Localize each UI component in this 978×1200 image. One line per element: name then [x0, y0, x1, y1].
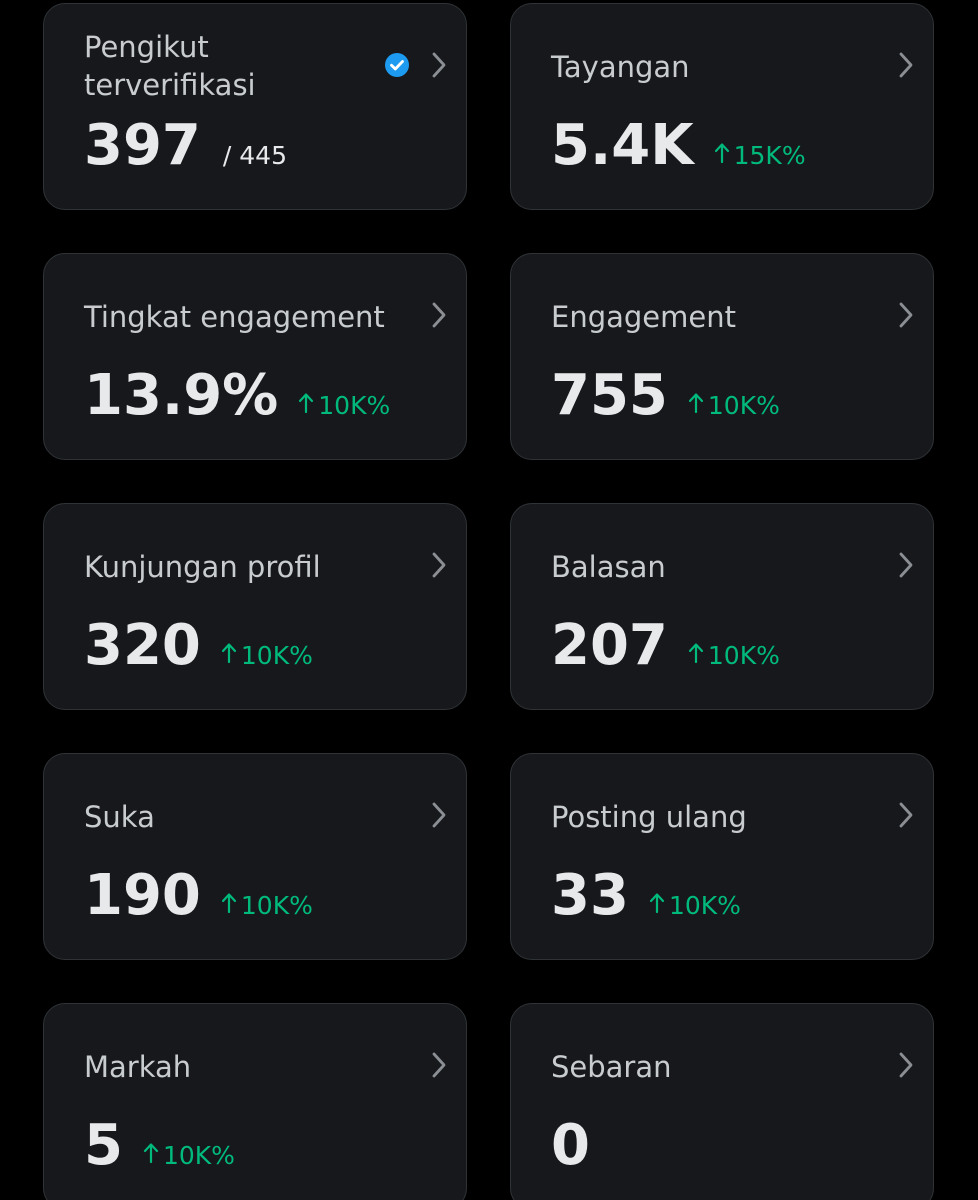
metric-card[interactable]: Markah 5 10K%: [43, 1003, 467, 1200]
up-arrow: [688, 393, 704, 414]
change-text: 10K%: [240, 891, 313, 920]
metric-value: 397: [84, 113, 201, 178]
metric-change: 10K%: [688, 391, 780, 420]
metric-row: 207 10K%: [551, 614, 780, 678]
chevron-right: [432, 52, 446, 78]
metric-change: 15K%: [714, 141, 806, 170]
metric-card[interactable]: Posting ulang 33 10K%: [510, 753, 934, 960]
metric-row: 33 10K%: [551, 864, 741, 928]
up-arrow: [714, 143, 729, 164]
up-arrow: [649, 893, 665, 914]
change-text: 10K%: [318, 391, 391, 420]
up-arrow: [299, 393, 314, 414]
metric-label: Suka: [84, 800, 155, 834]
metric-row: 320 10K%: [84, 614, 313, 678]
up-arrow: [143, 1143, 159, 1164]
metric-change: 10K%: [688, 641, 780, 670]
metric-label: Pengikut terverifikasi: [84, 30, 256, 102]
change-text: 10K%: [668, 891, 741, 920]
metric-value: 13.9%: [84, 363, 279, 428]
metric-row: 5.4K 15K%: [551, 114, 806, 178]
up-arrow: [688, 643, 704, 664]
chevron-right: [432, 302, 446, 328]
chevron-right: [432, 552, 446, 578]
metric-label: Balasan: [551, 550, 666, 584]
metric-change: 10K%: [221, 891, 313, 920]
verified-badge: [385, 53, 409, 77]
metric-change: 10K%: [649, 891, 741, 920]
metric-label: Tayangan: [551, 50, 690, 84]
metric-value: 320: [84, 613, 201, 678]
metric-change: 10K%: [143, 1141, 235, 1170]
metric-row: 13.9% 10K%: [84, 364, 390, 428]
metric-value: 755: [551, 363, 668, 428]
metric-label: Tingkat engagement: [84, 300, 385, 334]
metric-change: 10K%: [221, 641, 313, 670]
metric-value: 33: [551, 863, 629, 928]
metric-row: 5 10K%: [84, 1114, 235, 1178]
metric-label: Sebaran: [551, 1050, 672, 1084]
metric-value: 0: [551, 1113, 590, 1178]
chevron-right: [899, 52, 913, 78]
metric-card[interactable]: Suka 190 10K%: [43, 753, 467, 960]
metric-card[interactable]: Tayangan 5.4K 15K%: [510, 3, 934, 210]
metric-row: 190 10K%: [84, 864, 313, 928]
metric-card[interactable]: Balasan 207 10K%: [510, 503, 934, 710]
change-text: 15K%: [733, 141, 806, 170]
metric-row: 397 / 445: [84, 114, 287, 178]
chevron-right: [899, 552, 913, 578]
metric-card[interactable]: Pengikut terverifikasi 397 / 445: [43, 3, 467, 210]
metric-change: 10K%: [298, 391, 390, 420]
chevron-right: [899, 302, 913, 328]
metric-value: 207: [551, 613, 668, 678]
up-arrow: [221, 893, 237, 914]
chevron-right: [899, 802, 913, 828]
metric-card[interactable]: Engagement 755 10K%: [510, 253, 934, 460]
metric-total: / 445: [222, 141, 287, 170]
chevron-right: [432, 802, 446, 828]
change-text: 10K%: [707, 641, 780, 670]
metric-card[interactable]: Sebaran 0: [510, 1003, 934, 1200]
metric-label: Posting ulang: [551, 800, 747, 834]
metric-value: 190: [84, 863, 201, 928]
metric-card[interactable]: Tingkat engagement 13.9% 10K%: [43, 253, 467, 460]
metric-value: 5.4K: [551, 113, 694, 178]
metric-label: Engagement: [551, 300, 736, 334]
chevron-right: [899, 1052, 913, 1078]
metric-label: Kunjungan profil: [84, 550, 321, 584]
metric-value: 5: [84, 1113, 123, 1178]
change-text: 10K%: [707, 391, 780, 420]
change-text: 10K%: [240, 641, 313, 670]
metric-card[interactable]: Kunjungan profil 320 10K%: [43, 503, 467, 710]
metric-label: Markah: [84, 1050, 192, 1084]
change-text: 10K%: [162, 1141, 235, 1170]
metric-row: 0: [551, 1114, 590, 1178]
metric-row: 755 10K%: [551, 364, 780, 428]
up-arrow: [221, 643, 237, 664]
chevron-right: [432, 1052, 446, 1078]
